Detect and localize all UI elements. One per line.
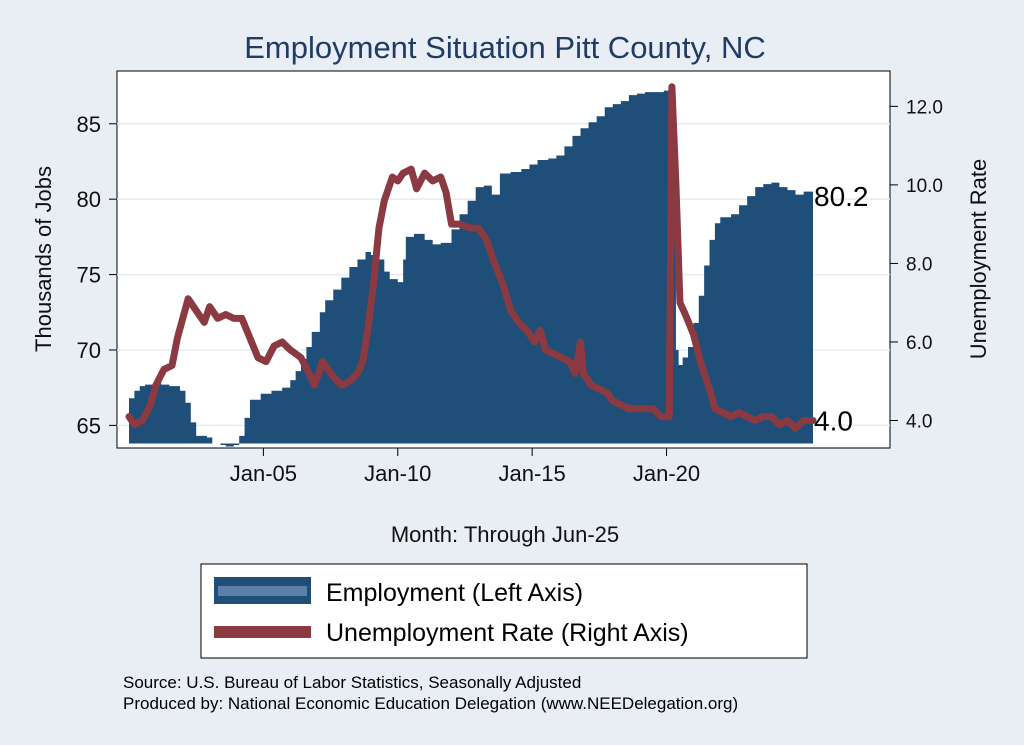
right-axis: 4.0 6.0 8.0 10.0 12.0	[890, 97, 943, 433]
left-tick-label: 80	[77, 187, 101, 212]
right-tick-label: 4.0	[906, 412, 932, 433]
left-tick-label: 65	[77, 413, 101, 438]
footer-source: Source: U.S. Bureau of Labor Statistics,…	[123, 673, 581, 692]
left-axis: 65 70 75 80 85	[77, 112, 117, 438]
x-tick-label: Jan-05	[230, 461, 297, 486]
unemployment-line	[125, 83, 817, 432]
right-tick-label: 12.0	[906, 97, 943, 118]
right-tick-label: 8.0	[906, 254, 932, 275]
unemployment-line-layer	[125, 83, 817, 432]
footer-produced-by: Produced by: National Economic Education…	[123, 694, 738, 713]
chart-title: Employment Situation Pitt County, NC	[244, 30, 765, 65]
legend-label-employment: Employment (Left Axis)	[326, 579, 583, 607]
left-axis-title: Thousands of Jobs	[31, 166, 56, 352]
right-tick-label: 10.0	[906, 176, 943, 197]
right-axis-title: Unemployment Rate	[966, 159, 991, 360]
left-tick-label: 75	[77, 263, 101, 288]
employment-end-label: 80.2	[814, 181, 869, 212]
legend-swatch-unemployment	[214, 626, 311, 638]
left-tick-label: 85	[77, 112, 101, 137]
left-tick-label: 70	[77, 338, 101, 363]
x-tick-label: Jan-20	[633, 461, 700, 486]
x-axis-title: Month: Through Jun-25	[391, 522, 619, 547]
x-tick-label: Jan-10	[364, 461, 431, 486]
right-tick-label: 6.0	[906, 333, 932, 354]
bottom-axis: Jan-05 Jan-10 Jan-15 Jan-20	[230, 448, 700, 486]
employment-area	[129, 90, 813, 447]
x-tick-label: Jan-15	[499, 461, 566, 486]
legend-swatch-employment-inner	[218, 586, 307, 596]
legend-label-unemployment: Unemployment Rate (Right Axis)	[326, 619, 689, 647]
employment-area-layer	[129, 90, 813, 447]
unemployment-end-label: 4.0	[814, 406, 853, 437]
legend: Employment (Left Axis) Unemployment Rate…	[200, 563, 808, 659]
